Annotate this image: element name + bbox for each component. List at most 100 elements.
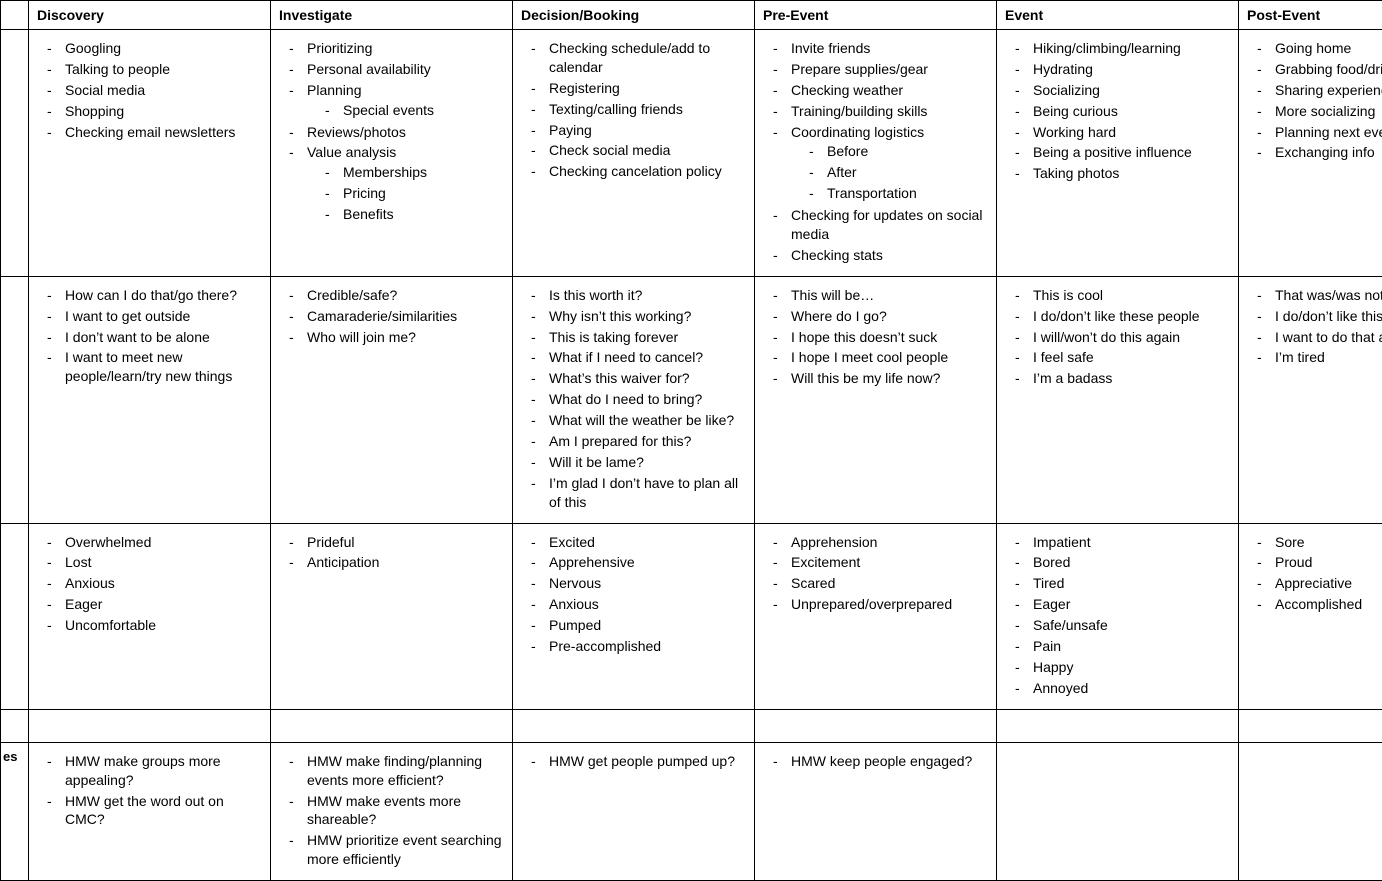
row-label-stub — [1, 30, 29, 277]
list-item-text: I want to meet new people/learn/try new … — [65, 349, 232, 384]
list-item-text: I’m a badass — [1033, 370, 1112, 386]
list-item-text: HMW get the word out on CMC? — [65, 793, 224, 828]
table-cell — [29, 709, 271, 742]
bullet-list: Checking schedule/add to calendar Registe… — [521, 38, 746, 182]
list-item: Registering — [549, 78, 746, 99]
bullet-list: HMW make groups more appealing? HMW get t… — [37, 751, 262, 831]
list-item: After — [827, 162, 988, 183]
list-item-text: Special events — [343, 102, 434, 118]
list-item-text: Planning next event — [1275, 124, 1382, 140]
bullet-list: HMW keep people engaged? — [763, 751, 988, 772]
list-item-text: Reviews/photos — [307, 124, 406, 140]
table-cell — [271, 709, 513, 742]
list-item: Invite friends — [791, 38, 988, 59]
table-row: GooglingTalking to peopleSocial mediaSho… — [1, 30, 1382, 277]
list-item-text: I will/won’t do this again — [1033, 329, 1180, 345]
list-item-text: I do/don’t like this — [1275, 308, 1382, 324]
list-item-text: HMW prioritize event searching more effi… — [307, 832, 502, 867]
list-item: Who will join me? — [307, 327, 504, 348]
sub-bullet-list: BeforeAfterTransportation — [791, 141, 988, 204]
bullet-list: Going homeGrabbing food/drinksSharing ex… — [1247, 38, 1382, 163]
list-item-text: HMW make finding/planning events more ef… — [307, 753, 482, 788]
bullet-list: Hiking/climbing/learning Hydrating Sociali… — [1005, 38, 1230, 184]
list-item-text: Sharing experience — [1275, 82, 1382, 98]
list-item: Checking weather — [791, 80, 988, 101]
list-item: Will this be my life now? — [791, 368, 988, 389]
list-item: Exchanging info — [1275, 142, 1382, 163]
list-item: Hiking/climbing/learning — [1033, 38, 1230, 59]
list-item: Nervous — [549, 573, 746, 594]
list-item: What do I need to bring? — [549, 389, 746, 410]
list-item: Grabbing food/drinks — [1275, 59, 1382, 80]
list-item: Special events — [343, 100, 504, 121]
list-item: Personal availability — [307, 59, 504, 80]
list-item-text: Value analysis — [307, 144, 396, 160]
sub-bullet-list: MembershipsPricingBenefits — [307, 162, 504, 225]
bullet-list: Invite friendsPrepare supplies/gearCheck… — [763, 38, 988, 266]
list-item-text: I feel safe — [1033, 349, 1094, 365]
list-item-text: Paying — [549, 122, 592, 138]
list-item-text: Being curious — [1033, 103, 1118, 119]
list-item: Being curious — [1033, 101, 1230, 122]
list-item-text: Before — [827, 143, 868, 159]
list-item: I do/don’t like this — [1275, 306, 1382, 327]
list-item: Working hard — [1033, 122, 1230, 143]
list-item: Before — [827, 141, 988, 162]
list-item: Am I prepared for this? — [549, 431, 746, 452]
list-item: Checking cancelation policy — [549, 161, 746, 182]
list-item: How can I do that/go there? — [65, 285, 262, 306]
list-item: PlanningSpecial events — [307, 80, 504, 122]
column-header: Event — [997, 1, 1239, 30]
table-cell — [1239, 742, 1382, 880]
list-item-text: Hiking/climbing/learning — [1033, 40, 1181, 56]
header-stub — [1, 1, 29, 30]
list-item-text: Impatient — [1033, 534, 1091, 550]
list-item-text: After — [827, 164, 857, 180]
list-item: Checking stats — [791, 245, 988, 266]
list-item-text: Eager — [65, 596, 102, 612]
list-item: HMW keep people engaged? — [791, 751, 988, 772]
list-item-text: Checking email newsletters — [65, 124, 235, 140]
list-item-text: Where do I go? — [791, 308, 887, 324]
list-item: Overwhelmed — [65, 532, 262, 553]
table-cell: HMW make groups more appealing? HMW get t… — [29, 742, 271, 880]
list-item: Training/building skills — [791, 101, 988, 122]
list-item-text: Uncomfortable — [65, 617, 156, 633]
list-item: I’m a badass — [1033, 368, 1230, 389]
list-item-text: Accomplished — [1275, 596, 1362, 612]
list-item-text: Safe/unsafe — [1033, 617, 1108, 633]
list-item: Googling — [65, 38, 262, 59]
list-item-text: HMW make groups more appealing? — [65, 753, 221, 788]
column-header: Decision/Booking — [513, 1, 755, 30]
table-cell — [513, 709, 755, 742]
table-cell — [997, 742, 1239, 880]
list-item: Socializing — [1033, 80, 1230, 101]
list-item: Pumped — [549, 615, 746, 636]
list-item: This will be… — [791, 285, 988, 306]
bullet-list: Is this worth it?Why isn’t this working?… — [521, 285, 746, 513]
list-item-text: Checking schedule/add to calendar — [549, 40, 710, 75]
list-item-text: How can I do that/go there? — [65, 287, 237, 303]
list-item-text: Texting/calling friends — [549, 101, 683, 117]
list-item-text: This is taking forever — [549, 329, 678, 345]
list-item: I want to get outside — [65, 306, 262, 327]
list-item-text: Hydrating — [1033, 61, 1093, 77]
bullet-list: PrioritizingPersonal availabilityPlannin… — [279, 38, 504, 226]
table-cell: ApprehensionExcitementScaredUnprepared/o… — [755, 523, 997, 709]
table-row: How can I do that/go there? I want to get… — [1, 276, 1382, 523]
bullet-list: How can I do that/go there? I want to get… — [37, 285, 262, 387]
list-item-text: I don’t want to be alone — [65, 329, 210, 345]
list-item-text: Being a positive influence — [1033, 144, 1192, 160]
list-item-text: Happy — [1033, 659, 1073, 675]
bullet-list: Credible/safe?Camaraderie/similaritiesWh… — [279, 285, 504, 348]
list-item: Pain — [1033, 636, 1230, 657]
list-item: This is cool — [1033, 285, 1230, 306]
list-item: Prioritizing — [307, 38, 504, 59]
list-item-text: Training/building skills — [791, 103, 927, 119]
list-item-text: Credible/safe? — [307, 287, 397, 303]
list-item-text: I’m glad I don’t have to plan all of thi… — [549, 475, 738, 510]
list-item: Benefits — [343, 204, 504, 225]
row-label-stub — [1, 276, 29, 523]
list-item: More socializing — [1275, 101, 1382, 122]
list-item: Being a positive influence — [1033, 142, 1230, 163]
